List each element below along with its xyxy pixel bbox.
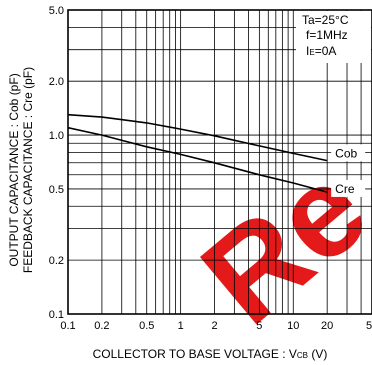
- y-axis-label-output: OUTPUT CAPACITANCE : Cob (pF): [7, 73, 21, 266]
- watermark: Re: [176, 137, 372, 352]
- series-label-cob: Cob: [335, 146, 357, 160]
- x-tick-label: 0.2: [94, 320, 109, 332]
- conditions-box: Ta=25°Cf=1MHz IE=0A: [296, 11, 371, 63]
- series-label-bg-cre: [331, 179, 366, 197]
- x-tick-label: 1: [178, 320, 184, 332]
- series-lines: Cob Cre: [67, 113, 366, 197]
- series-label-cre: Cre: [335, 182, 355, 196]
- series-line-cre: [67, 126, 328, 193]
- condition-frequency: f=1MHz: [306, 28, 348, 42]
- condition-emitter-current: IE=0A: [306, 44, 336, 58]
- x-tick-label: 10: [287, 320, 299, 332]
- conditions-background: [296, 11, 371, 63]
- plot-frame: [67, 9, 372, 315]
- y-tick-label: 5.0: [49, 5, 64, 17]
- x-tick-label: 5: [256, 320, 262, 332]
- x-tick-label: 20: [321, 320, 333, 332]
- series-label-bg-cob: [331, 144, 366, 162]
- x-tick-label: 0.1: [60, 320, 75, 332]
- y-axis-label-feedback: FEEDBACK CAPACITANCE : Cre (pF): [21, 67, 35, 273]
- y-tick-label: 0.2: [49, 255, 64, 267]
- condition-temperature: Ta=25°C: [302, 13, 349, 27]
- x-tick-label: 50: [366, 320, 372, 332]
- y-tick-labels: 0.1 0.2 0.5 1.0 2.0 5.0: [49, 5, 64, 321]
- y-tick-label: 0.5: [49, 184, 64, 196]
- y-tick-label: 1.0: [49, 130, 64, 142]
- x-axis-label: COLLECTOR TO BASE VOLTAGE : VCB (V): [93, 347, 328, 361]
- x-tick-label: 2: [211, 320, 217, 332]
- x-tick-label: 0.5: [139, 320, 154, 332]
- x-axis-label-main: COLLECTOR TO BASE VOLTAGE : V: [93, 347, 297, 361]
- y-tick-label: 0.1: [49, 309, 64, 321]
- watermark-text: Re: [176, 137, 372, 352]
- x-tick-labels: 0.1 0.2 0.5 1 2 5 10 20 50: [60, 320, 372, 332]
- x-axis-label-subscript: CB: [297, 351, 308, 360]
- plot-border: [67, 9, 372, 315]
- series-line-cob: [67, 113, 328, 162]
- y-tick-label: 2.0: [49, 76, 64, 88]
- x-axis-label-unit: (V): [308, 347, 327, 361]
